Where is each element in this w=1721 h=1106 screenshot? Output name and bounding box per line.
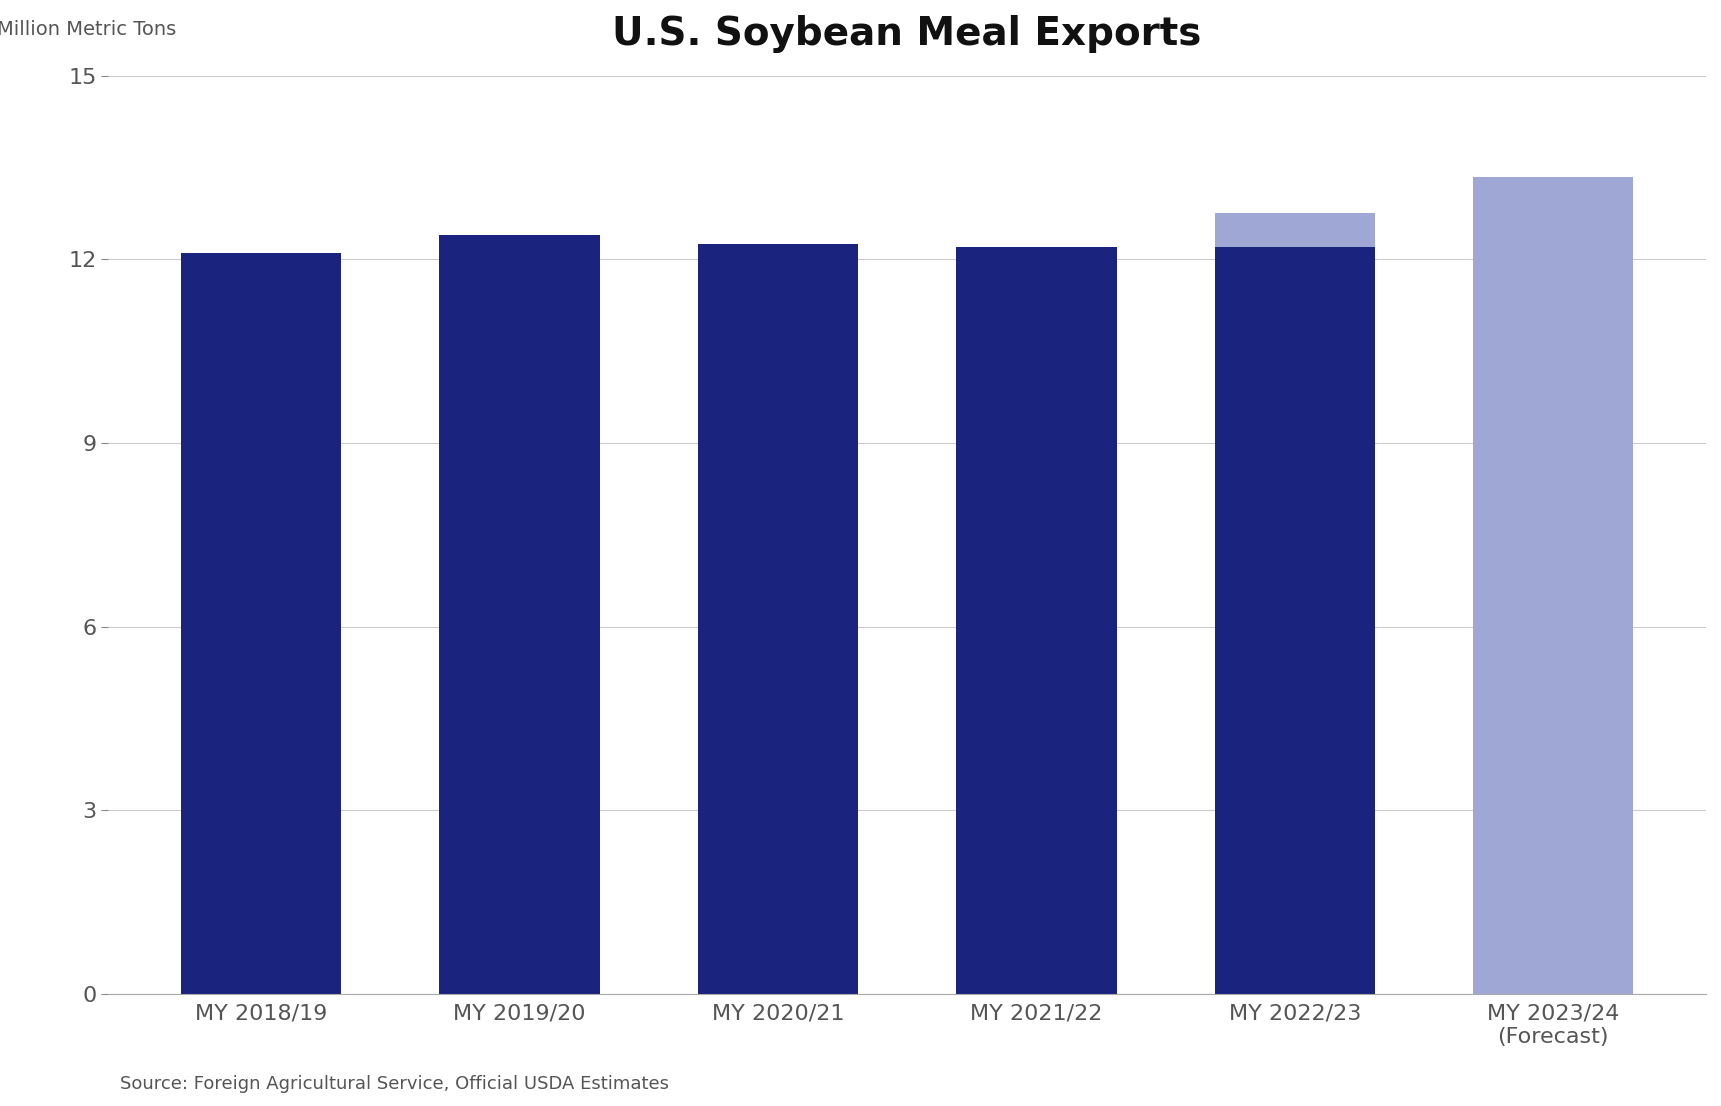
Bar [957,247,1117,994]
Bar [1215,213,1375,247]
Bar [439,234,599,994]
Text: Source: Foreign Agricultural Service, Official USDA Estimates: Source: Foreign Agricultural Service, Of… [120,1075,669,1094]
Bar [181,253,341,994]
Bar [697,244,859,994]
Text: Million Metric Tons: Million Metric Tons [0,20,176,39]
Title: U.S. Soybean Meal Exports: U.S. Soybean Meal Exports [613,15,1201,53]
Bar [1215,247,1375,994]
Bar [1473,177,1633,994]
